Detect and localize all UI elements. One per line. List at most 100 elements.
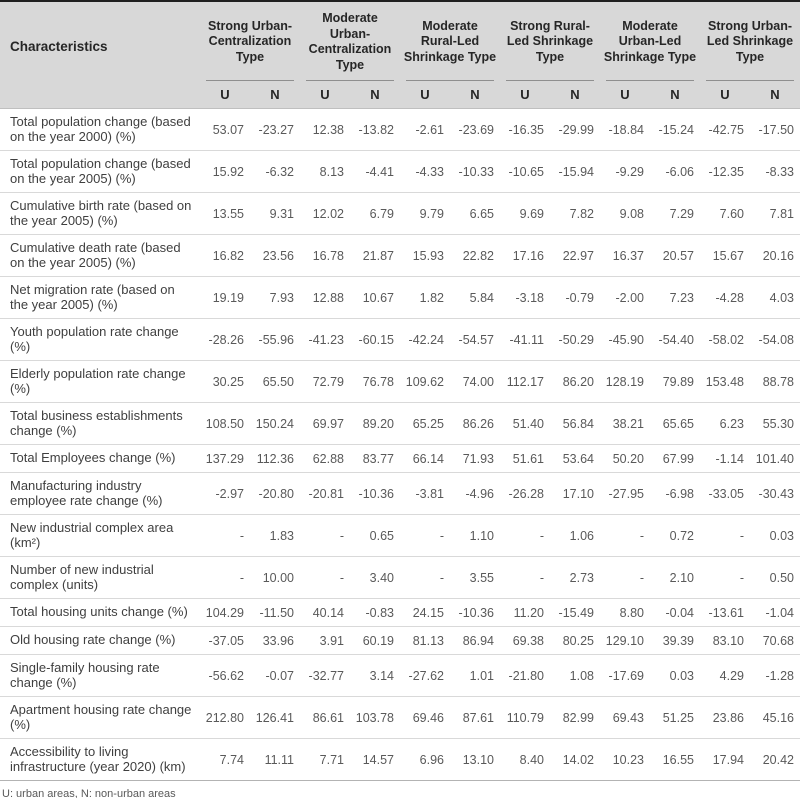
data-cell: 12.38 [312, 122, 344, 137]
data-cell: 21.87 [362, 248, 394, 263]
data-cell: - [739, 528, 744, 543]
data-cell: -1.28 [765, 668, 795, 683]
data-cell: -4.33 [415, 164, 445, 179]
data-cell: 17.94 [712, 752, 744, 767]
data-cell: 1.10 [469, 528, 494, 543]
sub-header-n: N [770, 87, 780, 102]
data-cell: 16.78 [312, 248, 344, 263]
data-cell: -21.80 [508, 668, 544, 683]
row-label: Total population change (based on the ye… [10, 114, 191, 144]
data-cell: 110.79 [506, 710, 544, 725]
table-row: Total Employees change (%) 137.29 112.36 62… [0, 445, 800, 473]
group-label: Moderate Urban-Led Shrinkage Type [603, 18, 697, 64]
data-cell: -20.80 [258, 486, 294, 501]
data-cell: 22.97 [562, 248, 594, 263]
data-cell: 16.37 [612, 248, 644, 263]
table-row: Total housing units change (%) 104.29 -11.… [0, 599, 800, 627]
data-cell: -42.75 [708, 122, 744, 137]
data-cell: -0.83 [365, 605, 395, 620]
data-cell: -50.29 [558, 332, 594, 347]
data-cell: 38.21 [612, 416, 644, 431]
data-cell: -56.62 [208, 668, 244, 683]
data-cell: 76.78 [362, 374, 394, 389]
data-cell: -10.33 [458, 164, 494, 179]
data-cell: 70.68 [762, 633, 794, 648]
data-cell: -9.29 [615, 164, 645, 179]
data-cell: 83.77 [362, 451, 394, 466]
row-label: Total Employees change (%) [10, 450, 176, 466]
row-label: Accessibility to living infrastructure (… [10, 744, 186, 774]
data-cell: 69.46 [412, 710, 444, 725]
data-cell: 72.79 [312, 374, 344, 389]
data-cell: -6.32 [265, 164, 295, 179]
data-cell: 2.73 [569, 570, 594, 585]
data-cell: -13.82 [358, 122, 394, 137]
data-cell: 23.56 [262, 248, 294, 263]
data-cell: -16.35 [508, 122, 544, 137]
data-cell: 86.61 [312, 710, 344, 725]
group-label: Strong Urban-Led Shrinkage Type [706, 18, 794, 64]
data-cell: 60.19 [362, 633, 394, 648]
sub-header-n: N [570, 87, 580, 102]
data-cell: 69.38 [512, 633, 544, 648]
data-cell: -18.84 [608, 122, 644, 137]
data-cell: 14.02 [562, 752, 594, 767]
sub-header-u: U [620, 87, 630, 102]
data-cell: 71.93 [462, 451, 494, 466]
data-cell: 6.65 [469, 206, 494, 221]
data-cell: -0.07 [265, 668, 295, 683]
group-label: Strong Rural-Led Shrinkage Type [506, 18, 594, 64]
group-label: Moderate Urban-Centralization Type [308, 11, 392, 72]
group-underline [306, 80, 394, 81]
data-cell: 39.39 [662, 633, 694, 648]
data-cell: 13.10 [462, 752, 494, 767]
data-cell: 4.03 [769, 290, 794, 305]
table-row: Accessibility to living infrastructure (… [0, 739, 800, 781]
data-cell: -58.02 [708, 332, 744, 347]
data-cell: 6.96 [419, 752, 444, 767]
data-cell: 112.36 [256, 451, 294, 466]
data-cell: -55.96 [258, 332, 294, 347]
row-label: Single-family housing rate change (%) [10, 660, 160, 690]
data-cell: -15.94 [558, 164, 594, 179]
data-cell: 10.23 [612, 752, 644, 767]
data-cell: -37.05 [208, 633, 244, 648]
data-cell: 1.08 [569, 668, 594, 683]
data-cell: 17.16 [512, 248, 544, 263]
data-cell: 20.42 [762, 752, 794, 767]
data-cell: - [539, 528, 544, 543]
table-body: Total population change (based on the ye… [0, 109, 800, 781]
data-cell: 53.64 [562, 451, 594, 466]
column-group-header: Strong Rural-Led Shrinkage Type U N [500, 2, 600, 108]
data-cell: 69.43 [612, 710, 644, 725]
data-cell: -41.11 [509, 332, 544, 347]
data-cell: 69.97 [312, 416, 344, 431]
data-cell: -23.69 [458, 122, 494, 137]
data-cell: 15.92 [212, 164, 244, 179]
data-cell: 6.23 [719, 416, 744, 431]
data-cell: -33.05 [708, 486, 744, 501]
table-row: Single-family housing rate change (%) -56… [0, 655, 800, 697]
data-cell: - [339, 570, 344, 585]
data-cell: 80.25 [562, 633, 594, 648]
data-cell: 126.41 [255, 710, 294, 725]
data-cell: 9.69 [519, 206, 544, 221]
data-cell: -3.81 [415, 486, 445, 501]
data-cell: 11.11 [264, 752, 294, 767]
data-cell: 16.82 [212, 248, 244, 263]
data-cell: 10.00 [262, 570, 294, 585]
data-cell: 14.57 [362, 752, 394, 767]
data-cell: 153.48 [705, 374, 744, 389]
data-cell: 83.10 [712, 633, 744, 648]
data-cell: -45.90 [608, 332, 644, 347]
data-cell: -2.61 [415, 122, 445, 137]
data-cell: 7.71 [319, 752, 344, 767]
sub-header-u: U [420, 87, 430, 102]
data-cell: -54.57 [458, 332, 494, 347]
row-label: Elderly population rate change (%) [10, 366, 186, 396]
data-cell: 23.86 [712, 710, 744, 725]
table-row: New industrial complex area (km²) - 1.83 - 0… [0, 515, 800, 557]
data-cell: 74.00 [462, 374, 494, 389]
